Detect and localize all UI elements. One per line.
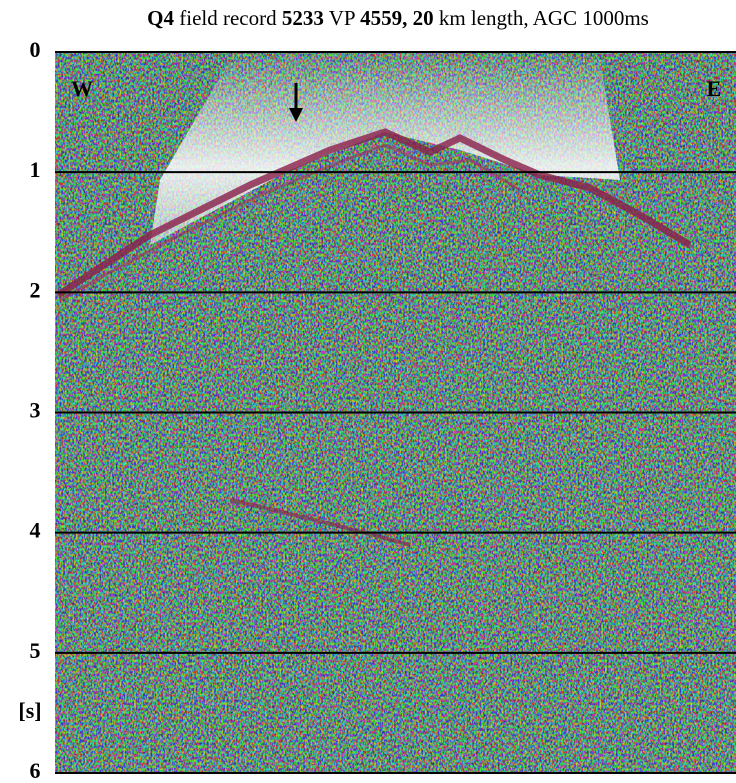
reflector — [229, 498, 411, 547]
y-tick-label: 3 — [30, 398, 41, 423]
title-part: VP — [324, 6, 360, 30]
quiet-zone — [150, 50, 620, 245]
title-part: field record — [174, 6, 282, 30]
annotation: W — [71, 76, 93, 101]
first-break — [56, 128, 692, 298]
chart-title: Q4 field record 5233 VP 4559, 20 km leng… — [147, 6, 649, 30]
y-tick-label: 6 — [30, 758, 41, 783]
title-part: km length, AGC 1000ms — [434, 6, 649, 30]
y-tick-label: 0 — [30, 37, 41, 62]
y-tick-label: 5 — [30, 638, 41, 663]
y-tick-label: 4 — [30, 518, 41, 543]
reflector — [59, 143, 521, 302]
y-tick-label: 2 — [30, 277, 41, 302]
y-axis-unit: [s] — [18, 698, 41, 723]
arrow-head — [289, 108, 303, 122]
y-tick-label: 1 — [30, 157, 41, 182]
title-part: 4559, 20 — [360, 6, 434, 30]
title-part: 5233 — [282, 6, 324, 30]
title-part: Q4 — [147, 6, 174, 30]
annotation: E — [707, 76, 722, 101]
